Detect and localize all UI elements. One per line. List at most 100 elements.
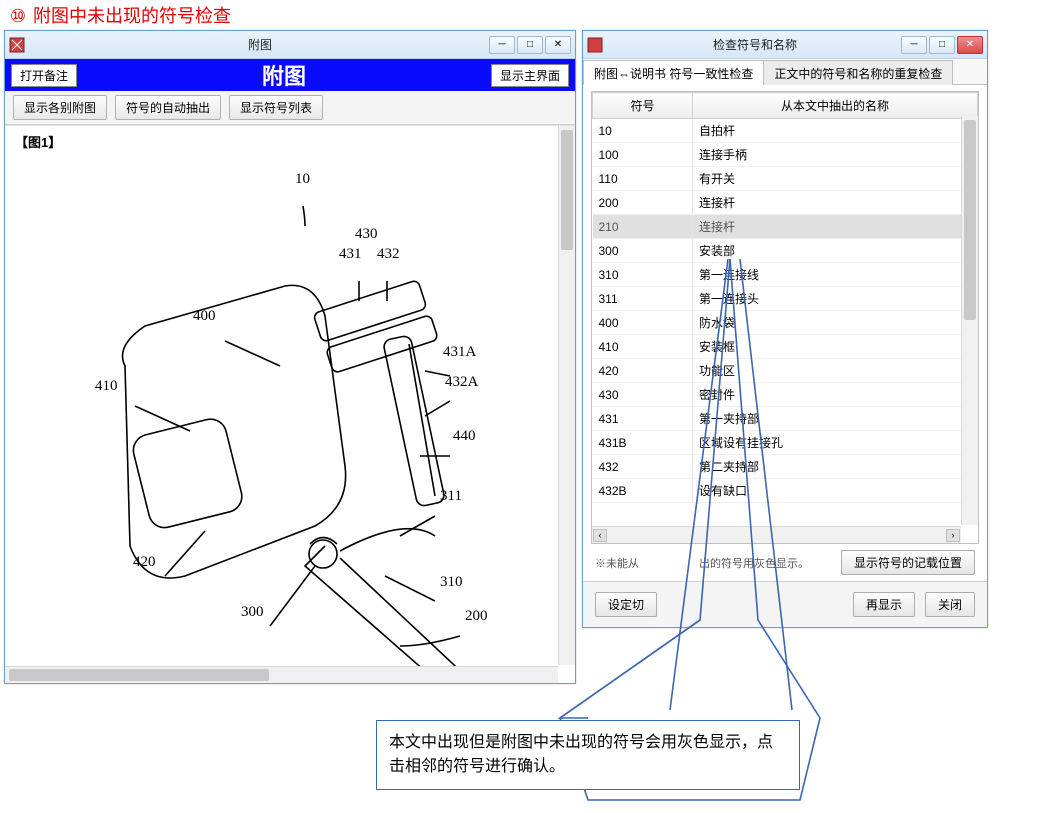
name-cell[interactable]: 防水袋: [693, 311, 978, 335]
open-note-button[interactable]: 打开备注: [11, 64, 77, 87]
callout-431A: 431A: [443, 344, 476, 361]
name-cell[interactable]: 安装部: [693, 239, 978, 263]
name-cell[interactable]: 连接杆: [693, 215, 978, 239]
table-row[interactable]: 431第一夹持部: [593, 407, 978, 431]
table-row[interactable]: 432第二夹持部: [593, 455, 978, 479]
tab-consistency-check[interactable]: 附图⇔说明书 符号一致性检查: [583, 60, 764, 85]
table-row[interactable]: 110有开关: [593, 167, 978, 191]
callout-420: 420: [133, 554, 156, 571]
table-row[interactable]: 410安装框: [593, 335, 978, 359]
symbol-cell[interactable]: 10: [593, 119, 693, 143]
symbol-cell[interactable]: 110: [593, 167, 693, 191]
symbol-table-container: 符号 从本文中抽出的名称 10自拍杆100连接手柄110有开关200连接杆210…: [591, 91, 979, 544]
symbol-cell[interactable]: 400: [593, 311, 693, 335]
callout-400: 400: [193, 308, 216, 325]
symbol-cell[interactable]: 310: [593, 263, 693, 287]
table-row[interactable]: 310第一连接线: [593, 263, 978, 287]
name-cell[interactable]: 设有缺口: [693, 479, 978, 503]
figure-viewport[interactable]: 【图1】: [5, 125, 575, 683]
close-dialog-button[interactable]: 关闭: [925, 592, 975, 617]
page-heading: ⑩ 附图中未出现的符号检查: [0, 0, 1040, 30]
callout-431: 431: [339, 246, 362, 263]
patent-drawing: [5, 146, 565, 683]
minimize-button[interactable]: ─: [901, 36, 927, 54]
explanation-callout: 本文中出现但是附图中未出现的符号会用灰色显示，点击相邻的符号进行确认。: [376, 720, 800, 790]
callout-311: 311: [440, 488, 462, 505]
callout-432: 432: [377, 246, 400, 263]
bottom-button-row: 设定切 再显示 关闭: [583, 581, 987, 627]
table-row[interactable]: 432B设有缺口: [593, 479, 978, 503]
check-symbols-window: 检查符号和名称 ─ □ ✕ 附图⇔说明书 符号一致性检查 正文中的符号和名称的重…: [582, 30, 988, 628]
name-cell[interactable]: 第一连接头: [693, 287, 978, 311]
right-window-title: 检查符号和名称: [609, 36, 901, 53]
table-scrollbar-horizontal[interactable]: ‹ ›: [592, 526, 961, 543]
name-cell[interactable]: 安装框: [693, 335, 978, 359]
symbol-cell[interactable]: 430: [593, 383, 693, 407]
callout-text: 本文中出现但是附图中未出现的符号会用灰色显示，点击相邻的符号进行确认。: [389, 734, 773, 775]
symbol-cell[interactable]: 311: [593, 287, 693, 311]
note-text-mid: 出的符号用灰色显示。: [699, 555, 809, 571]
table-row[interactable]: 400防水袋: [593, 311, 978, 335]
symbol-cell[interactable]: 300: [593, 239, 693, 263]
name-cell[interactable]: 第一连接线: [693, 263, 978, 287]
name-cell[interactable]: 连接杆: [693, 191, 978, 215]
name-cell[interactable]: 第二夹持部: [693, 455, 978, 479]
right-titlebar[interactable]: 检查符号和名称 ─ □ ✕: [583, 31, 987, 59]
show-position-button[interactable]: 显示符号的记载位置: [841, 550, 975, 575]
name-cell[interactable]: 密封件: [693, 383, 978, 407]
symbol-cell[interactable]: 432B: [593, 479, 693, 503]
symbol-cell[interactable]: 200: [593, 191, 693, 215]
symbol-cell[interactable]: 432: [593, 455, 693, 479]
table-row[interactable]: 210连接杆: [593, 215, 978, 239]
callout-430: 430: [355, 226, 378, 243]
symbol-cell[interactable]: 210: [593, 215, 693, 239]
name-cell[interactable]: 自拍杆: [693, 119, 978, 143]
symbol-cell[interactable]: 431: [593, 407, 693, 431]
scroll-right-icon[interactable]: ›: [946, 529, 960, 542]
name-cell[interactable]: 功能区: [693, 359, 978, 383]
table-row[interactable]: 200连接杆: [593, 191, 978, 215]
table-row[interactable]: 300安装部: [593, 239, 978, 263]
minimize-button[interactable]: ─: [489, 36, 515, 54]
app-icon: [587, 37, 603, 53]
close-button[interactable]: ✕: [545, 36, 571, 54]
show-symbol-list-button[interactable]: 显示符号列表: [229, 95, 323, 120]
tab-row: 附图⇔说明书 符号一致性检查 正文中的符号和名称的重复检查: [583, 59, 987, 85]
name-cell[interactable]: 连接手柄: [693, 143, 978, 167]
callout-410: 410: [95, 378, 118, 395]
symbol-cell[interactable]: 100: [593, 143, 693, 167]
auto-extract-button[interactable]: 符号的自动抽出: [115, 95, 221, 120]
maximize-button[interactable]: □: [929, 36, 955, 54]
table-row[interactable]: 420功能区: [593, 359, 978, 383]
symbol-cell[interactable]: 410: [593, 335, 693, 359]
symbol-cell[interactable]: 420: [593, 359, 693, 383]
figure-scrollbar-vertical[interactable]: [558, 126, 575, 665]
table-row[interactable]: 431B区域设有挂接孔: [593, 431, 978, 455]
show-main-button[interactable]: 显示主界面: [491, 64, 569, 87]
table-row[interactable]: 10自拍杆: [593, 119, 978, 143]
maximize-button[interactable]: □: [517, 36, 543, 54]
settings-switch-button[interactable]: 设定切: [595, 592, 657, 617]
col-name-header[interactable]: 从本文中抽出的名称: [693, 93, 978, 119]
callout-10: 10: [295, 171, 310, 188]
redisplay-button[interactable]: 再显示: [853, 592, 915, 617]
blue-header-bar: 打开备注 附图 显示主界面: [5, 59, 575, 91]
heading-number: ⑩: [8, 6, 28, 27]
callout-432A: 432A: [445, 374, 478, 391]
tab-duplicate-check[interactable]: 正文中的符号和名称的重复检查: [763, 60, 953, 85]
scroll-left-icon[interactable]: ‹: [593, 529, 607, 542]
table-row[interactable]: 311第一连接头: [593, 287, 978, 311]
symbol-cell[interactable]: 431B: [593, 431, 693, 455]
drawings-window: 附图 ─ □ ✕ 打开备注 附图 显示主界面 显示各别附图 符号的自动抽出 显示…: [4, 30, 576, 684]
figure-scrollbar-horizontal[interactable]: [5, 666, 558, 683]
name-cell[interactable]: 区域设有挂接孔: [693, 431, 978, 455]
col-symbol-header[interactable]: 符号: [593, 93, 693, 119]
name-cell[interactable]: 有开关: [693, 167, 978, 191]
show-each-drawing-button[interactable]: 显示各别附图: [13, 95, 107, 120]
table-row[interactable]: 430密封件: [593, 383, 978, 407]
left-titlebar[interactable]: 附图 ─ □ ✕: [5, 31, 575, 59]
table-row[interactable]: 100连接手柄: [593, 143, 978, 167]
name-cell[interactable]: 第一夹持部: [693, 407, 978, 431]
table-scrollbar-vertical[interactable]: [961, 116, 978, 525]
close-button[interactable]: ✕: [957, 36, 983, 54]
